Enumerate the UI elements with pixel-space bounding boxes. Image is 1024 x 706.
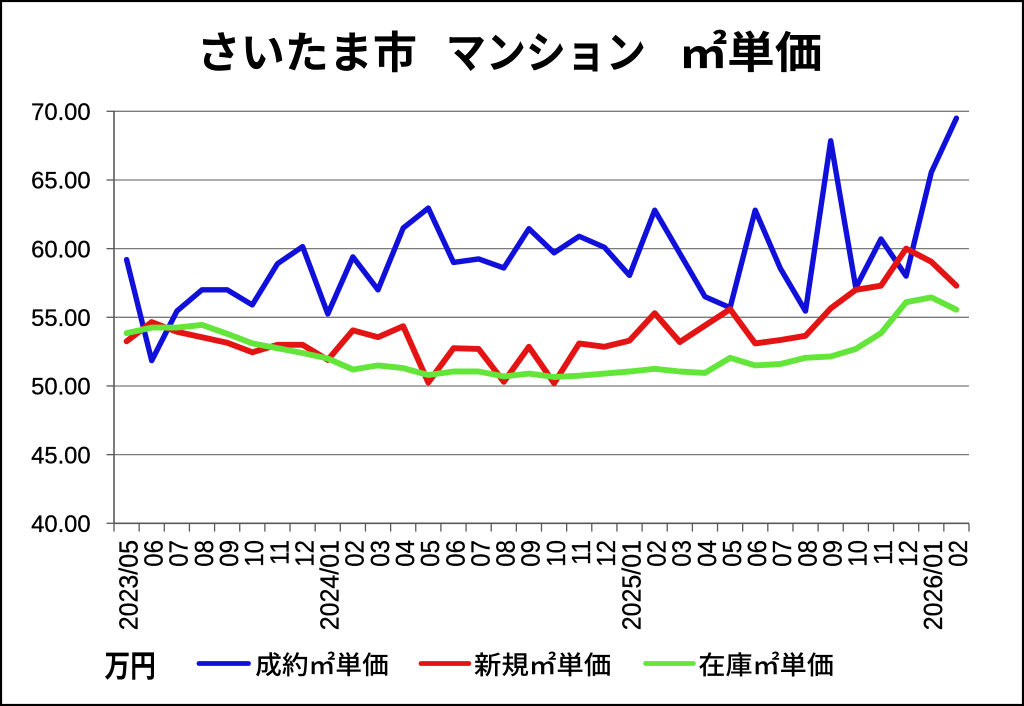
svg-text:02: 02 xyxy=(944,540,973,567)
svg-text:40.00: 40.00 xyxy=(31,511,90,538)
svg-text:2023/05: 2023/05 xyxy=(115,540,144,630)
svg-text:09: 09 xyxy=(517,540,546,567)
svg-text:10: 10 xyxy=(240,540,269,567)
svg-text:11: 11 xyxy=(567,540,596,565)
svg-text:06: 06 xyxy=(140,540,169,567)
svg-text:10: 10 xyxy=(844,540,873,567)
svg-text:12: 12 xyxy=(291,540,320,567)
svg-text:60.00: 60.00 xyxy=(31,236,90,263)
svg-text:05: 05 xyxy=(416,540,445,567)
svg-text:10: 10 xyxy=(542,540,571,567)
svg-text:04: 04 xyxy=(391,540,420,567)
svg-text:04: 04 xyxy=(693,540,722,567)
svg-text:02: 02 xyxy=(341,540,370,567)
svg-text:11: 11 xyxy=(265,540,294,565)
svg-text:55.00: 55.00 xyxy=(31,305,90,332)
svg-text:12: 12 xyxy=(592,540,621,567)
svg-text:45.00: 45.00 xyxy=(31,442,90,469)
svg-text:11: 11 xyxy=(869,540,898,565)
svg-text:03: 03 xyxy=(668,540,697,567)
svg-text:08: 08 xyxy=(794,540,823,567)
svg-text:2025/01: 2025/01 xyxy=(618,540,647,630)
svg-text:06: 06 xyxy=(743,540,772,567)
svg-text:12: 12 xyxy=(894,540,923,567)
svg-text:05: 05 xyxy=(718,540,747,567)
svg-text:09: 09 xyxy=(215,540,244,567)
svg-text:50.00: 50.00 xyxy=(31,374,90,401)
svg-text:06: 06 xyxy=(441,540,470,567)
svg-text:02: 02 xyxy=(643,540,672,567)
svg-text:09: 09 xyxy=(819,540,848,567)
svg-text:08: 08 xyxy=(492,540,521,567)
svg-text:07: 07 xyxy=(467,540,496,567)
svg-text:2024/01: 2024/01 xyxy=(316,540,345,630)
svg-text:07: 07 xyxy=(165,540,194,567)
svg-text:08: 08 xyxy=(190,540,219,567)
svg-text:2026/01: 2026/01 xyxy=(920,540,949,630)
svg-text:70.00: 70.00 xyxy=(31,99,90,126)
svg-text:65.00: 65.00 xyxy=(31,168,90,195)
svg-text:07: 07 xyxy=(768,540,797,567)
svg-text:03: 03 xyxy=(366,540,395,567)
